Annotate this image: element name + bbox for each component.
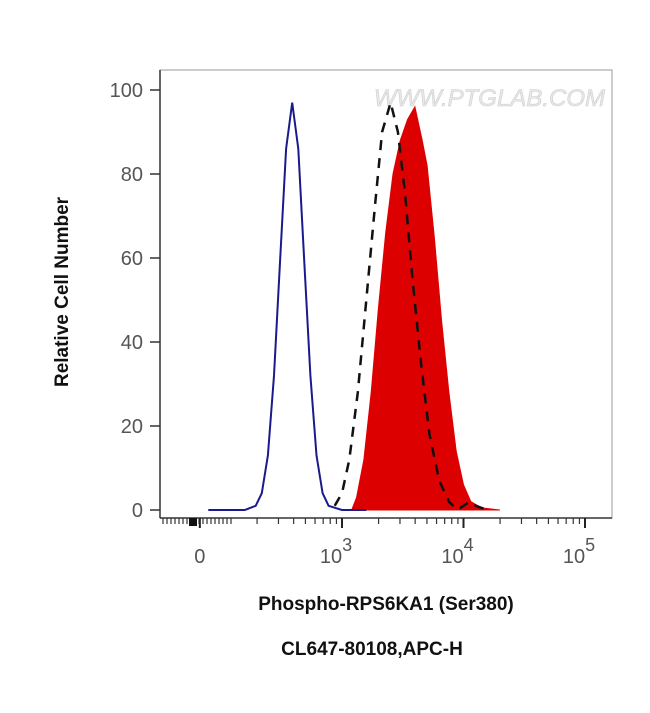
y-tick-label: 80	[121, 164, 143, 186]
series-1-line	[333, 97, 489, 512]
x-zero-marker	[189, 518, 197, 526]
y-tick-label: 100	[110, 80, 143, 102]
x-tick-label: 0	[194, 546, 205, 568]
x-tick-base: 10	[320, 546, 342, 568]
series-0-line	[208, 102, 367, 511]
chart-subtitle: CL647-80108,APC-H	[281, 639, 463, 660]
x-tick-label: 103	[320, 535, 352, 568]
series-2-area	[350, 105, 500, 511]
x-tick-base: 10	[563, 546, 585, 568]
x-axis-label: Phospho-RPS6KA1 (Ser380)	[258, 594, 514, 615]
y-tick-label: 60	[121, 248, 143, 270]
x-tick-base: 0	[194, 546, 205, 568]
x-tick-exp: 4	[464, 535, 474, 555]
watermark: WWW.PTGLAB.COM	[374, 85, 605, 112]
y-tick-label: 20	[121, 416, 143, 438]
x-tick-label: 104	[441, 535, 473, 568]
y-axis-label: Relative Cell Number	[52, 196, 73, 387]
x-tick-exp: 3	[342, 535, 352, 555]
y-tick-label: 0	[132, 500, 143, 522]
y-tick-label: 40	[121, 332, 143, 354]
x-tick-exp: 5	[585, 535, 595, 555]
x-tick-label: 105	[563, 535, 595, 568]
x-tick-base: 10	[441, 546, 463, 568]
